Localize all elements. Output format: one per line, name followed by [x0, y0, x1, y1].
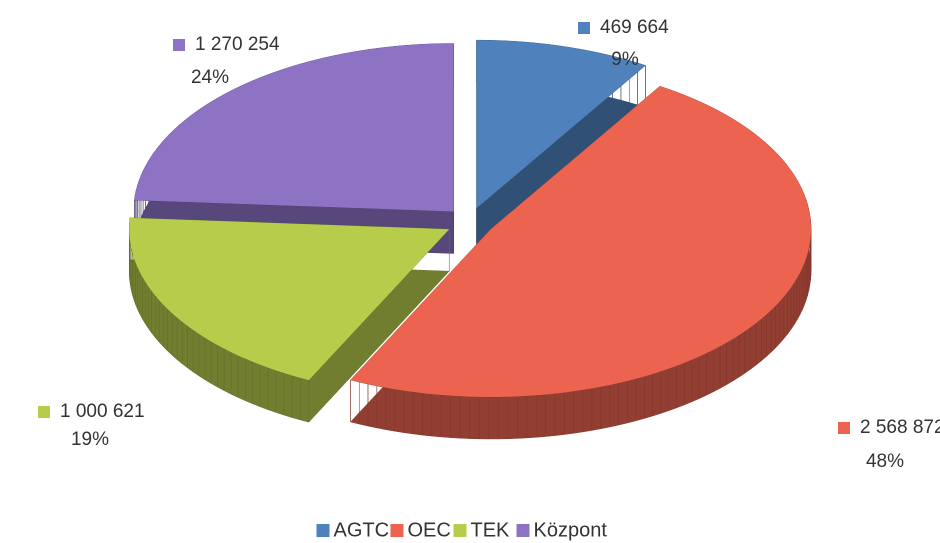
slice [129, 217, 450, 381]
slice [134, 43, 454, 212]
legend-label: AGTC [334, 519, 390, 541]
slice-side [128, 217, 450, 423]
value-label: 469 664 [600, 17, 669, 38]
legend-label: Központ [534, 519, 608, 541]
legend-key [516, 524, 530, 537]
slice [476, 40, 646, 209]
label-key [838, 422, 850, 434]
label-key [173, 39, 185, 51]
legend-label: OEC [408, 519, 451, 541]
label-key [578, 22, 590, 34]
percent-label: 9% [611, 49, 639, 70]
percent-label: 19% [71, 429, 109, 450]
slice [350, 86, 812, 397]
legend-key [453, 524, 467, 537]
value-label: 1 000 621 [60, 401, 145, 422]
legend-key [390, 524, 404, 537]
label-key [38, 406, 50, 418]
legend-label: TEK [471, 519, 511, 541]
legend-key [316, 524, 330, 537]
value-label: 1 270 254 [195, 34, 280, 55]
value-label: 2 568 872 [860, 417, 940, 438]
percent-label: 48% [866, 451, 904, 472]
percent-label: 24% [191, 67, 229, 88]
